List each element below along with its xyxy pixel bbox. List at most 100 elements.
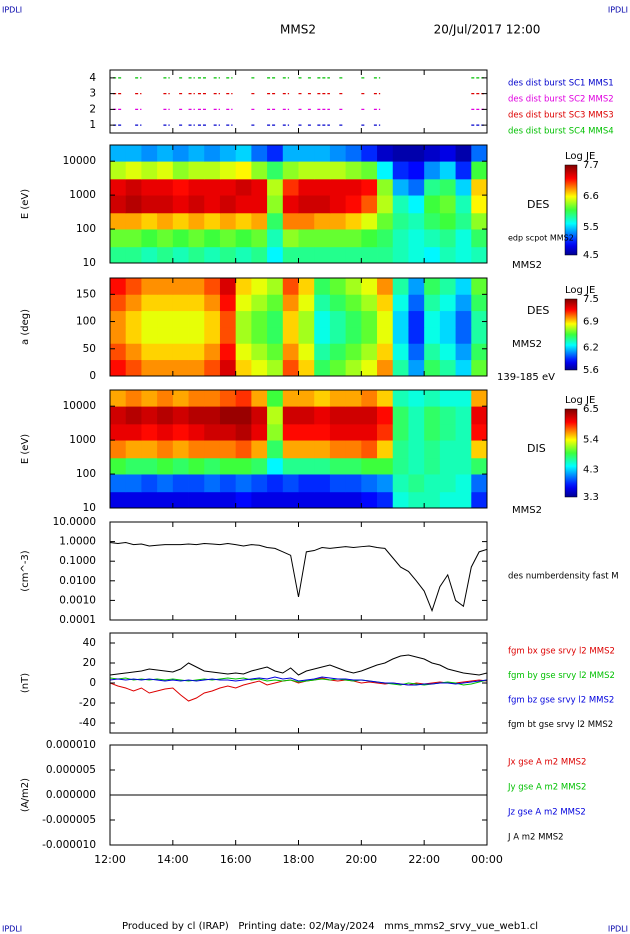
- colorbar-label: Log JE: [565, 395, 595, 406]
- heatmap-cell: [172, 212, 189, 230]
- heatmap-cell: [298, 359, 315, 376]
- heatmap-cell: [125, 343, 142, 361]
- heatmap-cell: [471, 343, 487, 361]
- heatmap-cell: [314, 278, 331, 295]
- y-tick-label: 0.0100: [59, 575, 96, 587]
- heatmap-cell: [282, 310, 299, 328]
- y-tick-label: 1: [89, 119, 96, 131]
- heatmap-cell: [282, 457, 299, 475]
- heatmap-cell: [172, 343, 189, 361]
- heatmap-cell: [157, 278, 174, 295]
- heatmap-cell: [314, 423, 331, 441]
- heatmap-cell: [345, 343, 362, 361]
- heatmap-cell: [125, 423, 142, 441]
- heatmap-cell: [267, 229, 284, 248]
- heatmap-cell: [219, 246, 237, 263]
- legend-label: fgm bt gse srvy l2 MMS2: [508, 720, 613, 730]
- heatmap-cell: [314, 161, 331, 180]
- heatmap-cell: [110, 327, 127, 344]
- heatmap-cell: [392, 246, 409, 263]
- heatmap-cell: [235, 294, 252, 312]
- heatmap-cell: [471, 212, 487, 230]
- plot-area: [110, 145, 487, 263]
- heatmap-cell: [219, 390, 237, 407]
- heatmap-cell: [424, 359, 441, 376]
- heatmap-cell: [439, 294, 456, 312]
- heatmap-cell: [204, 178, 221, 196]
- heatmap-cell: [110, 178, 127, 196]
- heatmap-cell: [361, 195, 378, 214]
- heatmap-cell: [235, 406, 252, 425]
- heatmap-cell: [408, 390, 425, 407]
- heatmap-cell: [219, 491, 237, 508]
- heatmap-cell: [125, 195, 142, 214]
- legend-label: fgm bz gse srvy l2 MMS2: [508, 696, 614, 706]
- heatmap-cell: [172, 246, 189, 263]
- x-tick-label: 12:00: [94, 853, 126, 866]
- heatmap-cell: [361, 491, 378, 508]
- heatmap-cell: [455, 457, 472, 475]
- heatmap-cell: [188, 359, 205, 376]
- heatmap-cell: [298, 343, 315, 361]
- heatmap-cell: [157, 474, 174, 493]
- heatmap-cell: [455, 310, 472, 328]
- heatmap-cell: [204, 278, 221, 295]
- annotation: edp scpot MMS2: [508, 234, 574, 243]
- heatmap-cell: [439, 178, 456, 196]
- heatmap-cell: [235, 161, 252, 180]
- heatmap-cell: [408, 229, 425, 248]
- heatmap-cell: [455, 178, 472, 196]
- heatmap-cell: [267, 406, 284, 425]
- heatmap-cell: [408, 161, 425, 180]
- heatmap-cell: [204, 390, 221, 407]
- colorbar-tick-label: 3.3: [583, 492, 599, 503]
- heatmap-cell: [141, 440, 158, 459]
- heatmap-cell: [141, 390, 158, 407]
- heatmap-cell: [267, 294, 284, 312]
- heatmap-cell: [455, 440, 472, 459]
- y-tick-label: 4: [89, 72, 96, 84]
- heatmap-cell: [141, 327, 158, 344]
- heatmap-cell: [282, 343, 299, 361]
- heatmap-cell: [172, 359, 189, 376]
- heatmap-cell: [267, 278, 284, 295]
- heatmap-cell: [455, 423, 472, 441]
- panel-frame: [109, 69, 488, 134]
- heatmap-cell: [172, 310, 189, 328]
- date: 20/Jul/2017 12:00: [434, 23, 541, 37]
- heatmap-cell: [298, 294, 315, 312]
- heatmap-cell: [455, 406, 472, 425]
- heatmap-cell: [204, 491, 221, 508]
- heatmap-cell: [219, 406, 237, 425]
- heatmap-cell: [329, 229, 347, 248]
- heatmap-cell: [251, 474, 268, 493]
- annotation: DES: [527, 304, 549, 317]
- y-axis-label: E (eV): [20, 434, 31, 464]
- heatmap-cell: [392, 406, 409, 425]
- heatmap-cell: [235, 457, 252, 475]
- heatmap-cell: [251, 457, 268, 475]
- heatmap-cell: [424, 178, 441, 196]
- heatmap-cell: [141, 212, 158, 230]
- heatmap-cell: [267, 246, 284, 263]
- heatmap-cell: [267, 310, 284, 328]
- heatmap-cell: [361, 178, 378, 196]
- y-tick-label: 10: [83, 502, 96, 514]
- heatmap-cell: [329, 491, 347, 508]
- heatmap-cell: [157, 390, 174, 407]
- x-tick-label: 16:00: [220, 853, 252, 866]
- heatmap-cell: [314, 457, 331, 475]
- heatmap-cell: [439, 390, 456, 407]
- heatmap-cell: [235, 229, 252, 248]
- heatmap-cell: [125, 457, 142, 475]
- heatmap-cell: [157, 423, 174, 441]
- plot-area: [110, 654, 487, 702]
- heatmap-cell: [439, 343, 456, 361]
- heatmap-cell: [141, 423, 158, 441]
- heatmap-cell: [329, 161, 347, 180]
- heatmap-cell: [392, 343, 409, 361]
- heatmap-cell: [219, 474, 237, 493]
- heatmap-cell: [314, 246, 331, 263]
- heatmap-cell: [251, 423, 268, 441]
